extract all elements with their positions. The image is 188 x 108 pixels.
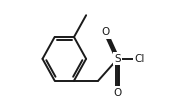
Text: O: O (101, 27, 110, 37)
Text: S: S (114, 54, 121, 64)
Text: O: O (114, 88, 122, 98)
Text: Cl: Cl (134, 54, 145, 64)
